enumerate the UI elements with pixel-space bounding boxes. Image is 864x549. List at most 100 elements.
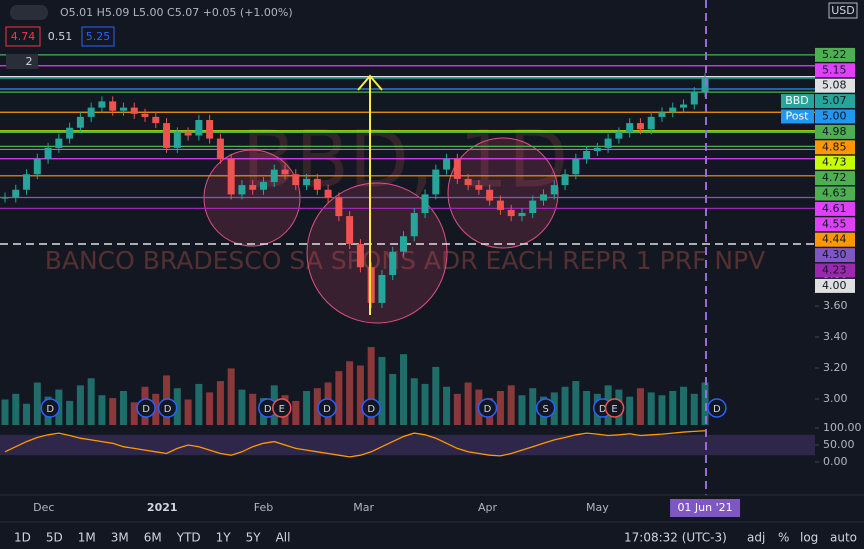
x-tick-label: Mar	[353, 501, 374, 514]
scale-option[interactable]: log	[800, 531, 818, 545]
volume-bar	[529, 388, 537, 425]
ask: 5.25	[86, 30, 111, 43]
candle-body	[561, 174, 569, 186]
volume-bar	[1, 399, 9, 425]
y-tick-label: 3.00	[823, 392, 848, 405]
volume-bar	[303, 391, 311, 425]
candle-body	[432, 169, 440, 195]
event-marker[interactable]	[40, 398, 60, 418]
range-button[interactable]: 1D	[14, 531, 31, 545]
range-button[interactable]: 5Y	[246, 531, 262, 545]
range-button[interactable]: 5D	[46, 531, 63, 545]
level-tag	[815, 109, 855, 124]
volume-bar	[313, 388, 321, 425]
candle-body	[270, 169, 278, 182]
range-button[interactable]: 1M	[78, 531, 96, 545]
candle-body	[518, 213, 526, 217]
candle-body	[604, 138, 612, 148]
event-marker[interactable]	[707, 398, 727, 418]
level-tag	[815, 94, 855, 109]
candle-body	[378, 275, 386, 303]
event-marker[interactable]	[604, 398, 625, 418]
event-marker[interactable]	[535, 398, 556, 418]
symbol-tag	[781, 94, 814, 109]
candle-body	[44, 147, 52, 159]
candle-body	[464, 178, 472, 186]
candle-body	[421, 194, 429, 213]
volume-bar	[378, 357, 386, 425]
volume-bar	[389, 374, 397, 425]
level-label: 4.44	[822, 233, 847, 246]
range-button[interactable]: YTD	[176, 531, 201, 545]
candle-body	[1, 197, 9, 199]
candle-body	[76, 116, 84, 128]
level-label: 4.61	[822, 202, 847, 215]
volume-bar	[130, 402, 138, 425]
volume-bar	[206, 392, 214, 425]
event-label: D	[142, 404, 150, 415]
level-label: 4.98	[822, 125, 847, 138]
candle-body	[281, 169, 289, 175]
volume-bar	[453, 393, 461, 425]
level-tag	[815, 263, 855, 278]
level-label: 4.85	[822, 140, 847, 153]
range-button[interactable]: All	[276, 531, 291, 545]
range-button[interactable]: 6M	[144, 531, 162, 545]
candle-body	[206, 120, 214, 139]
symbol-label: Post	[785, 110, 809, 123]
scale-option[interactable]: adj	[747, 531, 765, 545]
level-label: 4.72	[822, 171, 847, 184]
level-label: 4.00	[822, 279, 847, 292]
candle-body	[303, 178, 311, 186]
volume-bar	[98, 395, 106, 425]
candle-body	[324, 189, 332, 198]
x-tick-label: Apr	[478, 501, 498, 514]
y-tick-label: 3.20	[823, 361, 848, 374]
candle-body	[496, 200, 504, 210]
symbol-label: BBD	[785, 94, 809, 107]
candle-body	[507, 209, 515, 217]
toggle[interactable]	[10, 5, 48, 20]
arrow-head	[357, 74, 383, 91]
candle-body	[55, 138, 63, 148]
level-label: 4.63	[822, 187, 847, 200]
bid-box[interactable]	[5, 26, 41, 47]
event-marker[interactable]	[157, 398, 178, 418]
scale-option[interactable]: auto	[830, 531, 857, 545]
layers-box[interactable]	[6, 54, 38, 69]
candle-body	[593, 147, 601, 151]
range-button[interactable]: 1Y	[216, 531, 232, 545]
volume-bar	[636, 388, 644, 425]
ask-box[interactable]	[81, 26, 115, 47]
candle-body	[313, 178, 321, 190]
volume-bar	[421, 383, 429, 425]
candle-body	[184, 132, 192, 136]
event-marker[interactable]	[317, 398, 337, 418]
level-label: 4.55	[822, 217, 847, 230]
scale-option[interactable]: %	[778, 531, 789, 545]
candle-body	[33, 158, 41, 175]
event-marker[interactable]	[272, 398, 292, 418]
candle-body	[23, 174, 31, 190]
volume-bar	[690, 393, 698, 425]
volume-bar	[12, 393, 20, 425]
volume-bar	[216, 381, 224, 425]
event-marker[interactable]	[136, 398, 156, 418]
event-marker[interactable]	[477, 398, 498, 418]
currency-box[interactable]	[828, 2, 858, 19]
candle-body	[583, 151, 591, 159]
volume-bar	[173, 388, 181, 425]
event-label: D	[484, 404, 492, 415]
candle-body	[87, 107, 95, 117]
volume-bar	[346, 361, 354, 425]
candle-body	[195, 120, 203, 136]
volume-bar	[335, 371, 343, 425]
volume-bar	[626, 396, 634, 425]
range-button[interactable]: 3M	[111, 531, 129, 545]
event-marker[interactable]	[361, 398, 381, 418]
volume-bar	[669, 391, 677, 425]
volume-bar	[184, 399, 192, 425]
candle-body	[346, 216, 354, 244]
event-label: D	[323, 404, 331, 415]
event-label: D	[164, 404, 172, 415]
